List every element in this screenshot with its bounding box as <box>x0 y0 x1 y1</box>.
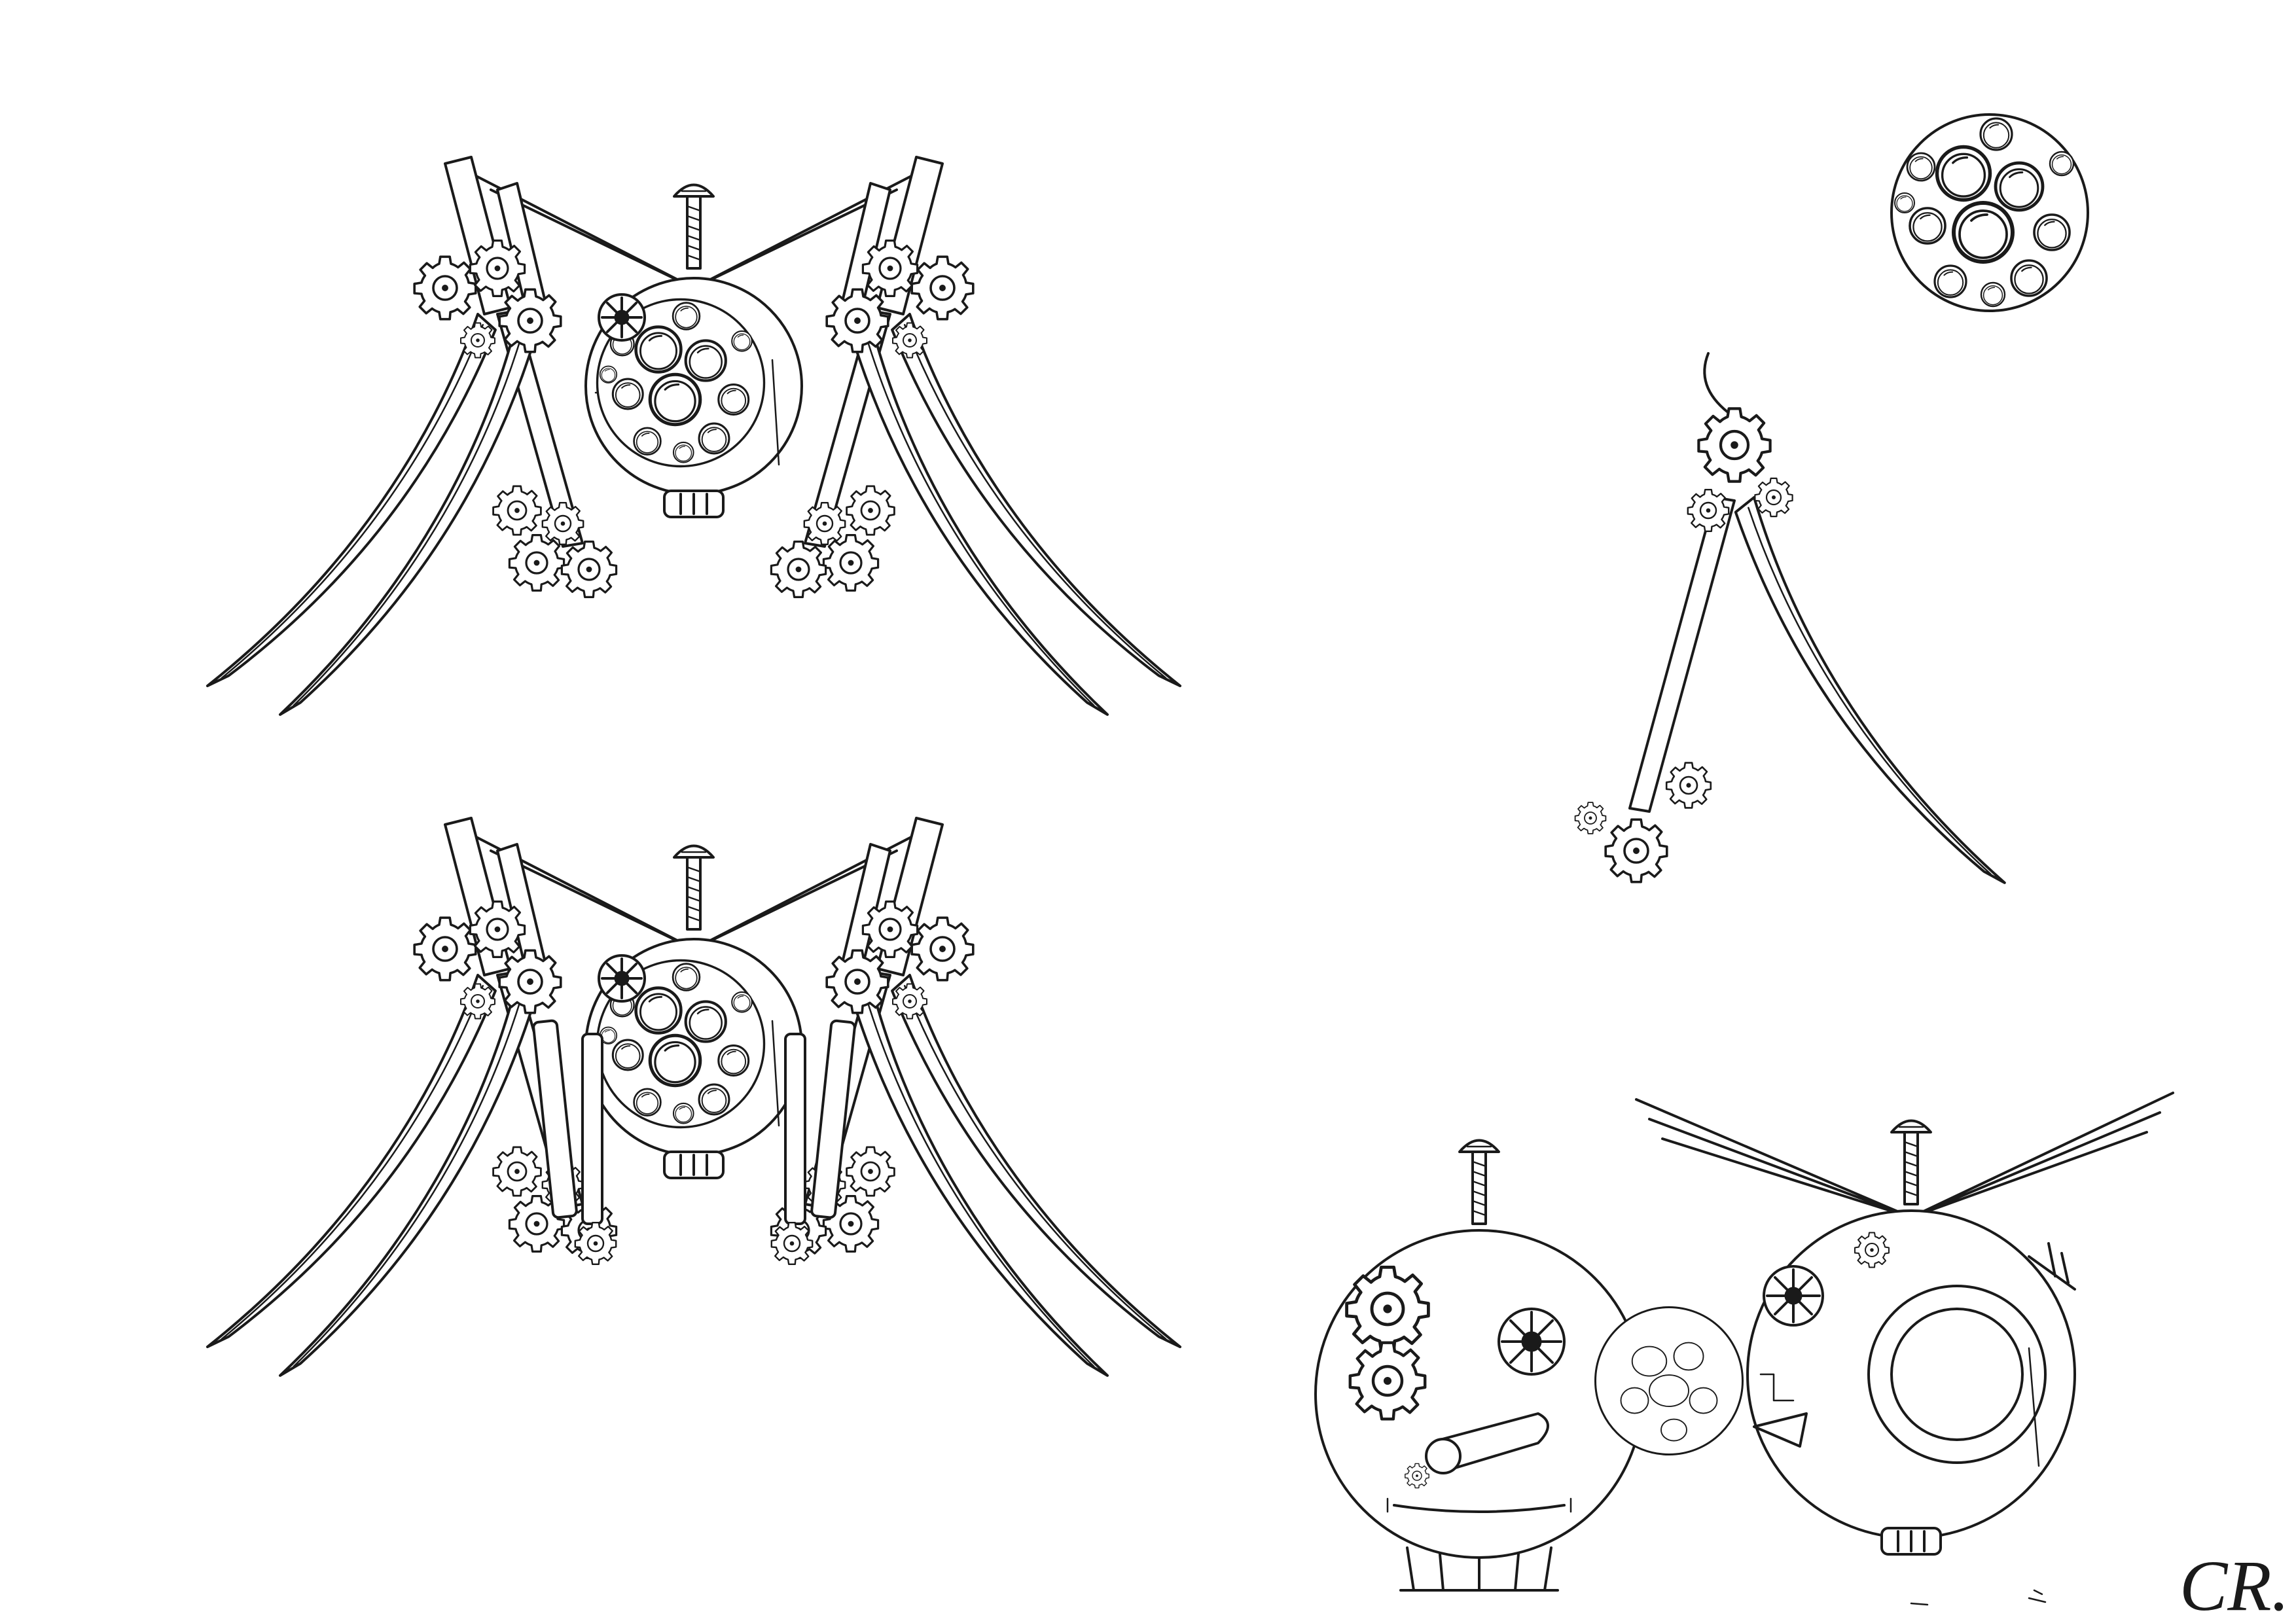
mechanical-head-icon <box>1314 1139 1744 1592</box>
mechanical-leg-icon <box>1574 352 2006 905</box>
bubble-sphere-icon <box>1892 115 2088 311</box>
clockwork-spider-icon <box>207 818 1180 1388</box>
mechanical-head-icon <box>1635 1092 2174 1556</box>
clockwork-spider-icon <box>207 157 1180 727</box>
stray-mark <box>2028 1589 2047 1603</box>
stray-mark <box>1910 1602 1929 1606</box>
artist-signature: CR. <box>2179 1546 2289 1623</box>
